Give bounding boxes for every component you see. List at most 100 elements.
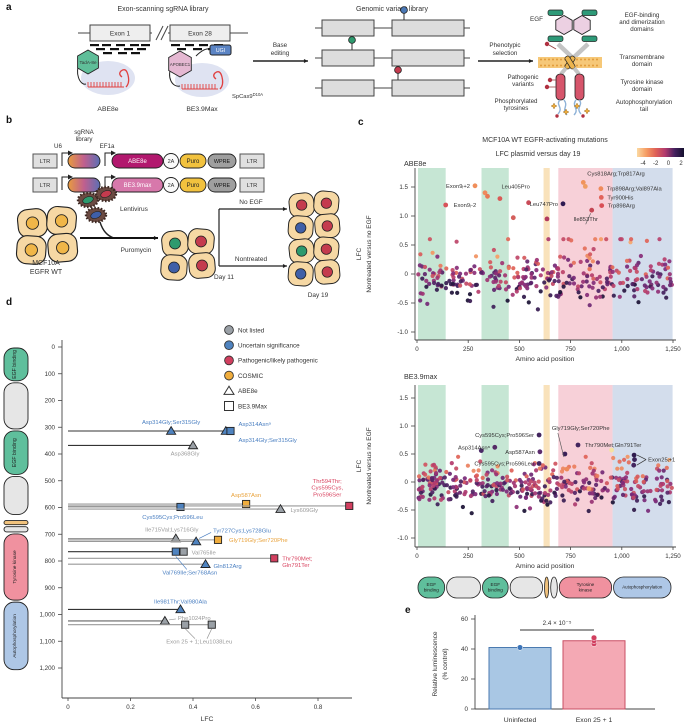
data-point bbox=[471, 468, 476, 473]
data-point bbox=[594, 482, 599, 487]
y-tick-label: -0.5 bbox=[397, 300, 408, 307]
tail-squiggle bbox=[573, 99, 577, 116]
data-point bbox=[537, 466, 542, 471]
data-point bbox=[665, 265, 671, 270]
variant-annotation: Gln812Arg bbox=[214, 564, 242, 570]
data-point bbox=[510, 292, 515, 297]
data-point bbox=[648, 488, 653, 494]
data-point bbox=[422, 272, 427, 277]
data-point bbox=[557, 482, 562, 487]
data-point bbox=[496, 283, 501, 288]
promoter-arrow bbox=[104, 152, 111, 166]
strip-domain bbox=[509, 576, 543, 599]
scatter-BE3.9max: 1.5 1.0 0.5 0 -0.5 -1.0 0 250 500 750 1,000 1,250 Am… bbox=[356, 372, 681, 570]
data-point bbox=[605, 488, 610, 493]
data-point bbox=[529, 275, 534, 280]
p-value-label: 2.4 × 10⁻⁵ bbox=[543, 620, 572, 627]
domain-band bbox=[612, 385, 673, 547]
data-point bbox=[625, 283, 630, 289]
ltr-box bbox=[32, 177, 58, 193]
data-point bbox=[591, 280, 596, 285]
data-point bbox=[479, 270, 484, 275]
lipid-dot bbox=[540, 58, 542, 61]
data-point bbox=[567, 480, 572, 486]
data-point bbox=[451, 271, 456, 276]
data-point bbox=[571, 260, 577, 265]
data-point bbox=[598, 237, 604, 242]
data-point bbox=[566, 488, 571, 493]
lipid-dot bbox=[552, 58, 554, 61]
data-point bbox=[532, 480, 537, 485]
data-point bbox=[590, 285, 595, 290]
data-point bbox=[573, 480, 578, 485]
panel-label-d: d bbox=[6, 297, 13, 308]
lipid-dot bbox=[588, 58, 590, 61]
cell-line-label: MCF10A bbox=[32, 260, 60, 267]
data-point bbox=[417, 497, 422, 502]
tail-squiggle bbox=[578, 99, 582, 115]
puro-label: Puro bbox=[187, 159, 200, 165]
protein-domain-label: Tyrosine kinase bbox=[12, 550, 18, 584]
highlight-point bbox=[443, 202, 449, 208]
egf-domain-bar bbox=[581, 35, 598, 42]
variant-annotation: Asp314Gly;Ser315Gly bbox=[142, 420, 200, 426]
data-point bbox=[629, 486, 634, 492]
data-point bbox=[548, 500, 553, 505]
nucleus bbox=[320, 243, 332, 255]
data-point bbox=[487, 274, 492, 279]
sgrna-tile bbox=[90, 44, 99, 47]
data-point bbox=[590, 471, 595, 476]
nucleus bbox=[195, 235, 207, 248]
data-point bbox=[618, 281, 623, 286]
data-point bbox=[597, 274, 602, 279]
data-point bbox=[427, 497, 432, 502]
x-tick-label: 250 bbox=[463, 553, 474, 560]
exon1-label: Exon 1 bbox=[110, 31, 131, 38]
data-point bbox=[523, 284, 529, 289]
data-point bbox=[548, 293, 553, 298]
data-point bbox=[449, 290, 454, 295]
data-point bbox=[478, 459, 483, 464]
data-point bbox=[444, 266, 449, 271]
data-point bbox=[542, 484, 548, 489]
protein-domain-pill bbox=[3, 475, 29, 515]
data-point bbox=[657, 237, 662, 242]
highlight-point bbox=[485, 193, 490, 199]
data-point bbox=[534, 468, 539, 473]
phospho-tyrosines-label: Phosphorylated bbox=[495, 98, 539, 105]
mutation-annotation: Cys818Arg;Trp817Arg bbox=[587, 171, 644, 177]
data-point bbox=[659, 475, 664, 480]
variant-annotation: Phe1024Pro bbox=[178, 616, 211, 622]
panel-label-b: b bbox=[6, 115, 13, 126]
data-point bbox=[656, 463, 661, 468]
data-point bbox=[484, 472, 489, 477]
data-point bbox=[553, 461, 558, 466]
data-point bbox=[642, 498, 647, 503]
data-point bbox=[473, 254, 479, 259]
data-point bbox=[608, 274, 613, 279]
data-point bbox=[473, 492, 478, 497]
data-point bbox=[437, 270, 442, 275]
data-point bbox=[598, 280, 603, 285]
data-point bbox=[536, 494, 542, 499]
data-point bbox=[533, 491, 538, 496]
domain-strip: EGFbindingEGFbindingTyrosinekinaseAutoph… bbox=[417, 576, 672, 599]
x-tick-label: 1,250 bbox=[665, 553, 681, 560]
variant-pin bbox=[348, 36, 356, 44]
variant-annotation: Thr594Thr; bbox=[313, 479, 343, 485]
y-tick-label: 800 bbox=[45, 558, 56, 565]
u6-label: U6 bbox=[54, 143, 62, 150]
data-point bbox=[578, 259, 583, 264]
highlight-point bbox=[589, 207, 595, 213]
sgrna-tile bbox=[130, 44, 139, 47]
highlight-point bbox=[632, 457, 637, 462]
variant-annotation: Val765Ile bbox=[192, 551, 217, 557]
data-point bbox=[450, 268, 455, 273]
egf-domain-bar bbox=[581, 9, 598, 16]
arrow-head bbox=[528, 59, 533, 63]
data-point bbox=[542, 491, 548, 496]
data-point bbox=[467, 292, 473, 297]
data-point bbox=[610, 269, 615, 274]
sgrna-library-label: library bbox=[76, 136, 94, 143]
annotation-connector bbox=[585, 213, 591, 225]
